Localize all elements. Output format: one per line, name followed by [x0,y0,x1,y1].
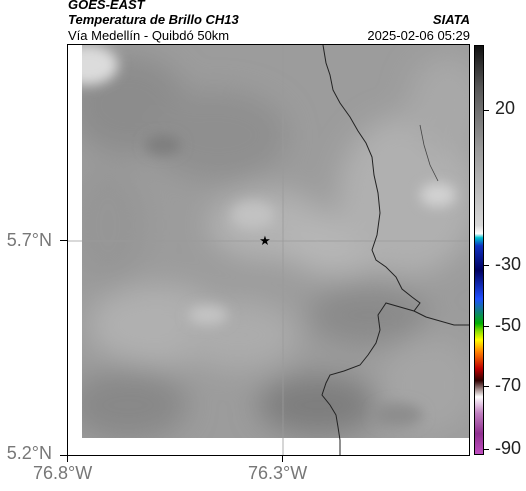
cbar-tick-20 [484,110,489,111]
y-tick-5.2 [60,455,67,456]
cbar-label-m70: -70 [495,375,522,395]
cbar-tick-m30 [484,265,489,266]
y-label-5.2N: 5.2°N [6,443,52,463]
cbar-label-m30: -30 [495,254,522,274]
x-tick-76.3 [282,456,283,462]
colorbar [474,45,484,455]
x-label-76.3W: 76.3°W [248,463,308,483]
department-border [321,45,421,455]
map-svg: ★ [68,45,469,455]
agency-label: SIATA [432,12,470,27]
product-title: Temperatura de Brillo CH13 [68,12,239,27]
x-tick-76.8 [67,456,68,462]
cbar-label-20: 20 [495,98,516,118]
border-east [413,310,469,326]
satellite-title: GOES-EAST [68,0,145,12]
cbar-tick-m70 [484,386,489,387]
cbar-label-m90: -90 [495,438,522,458]
cbar-label-m50: -50 [495,315,522,335]
location-star-marker[interactable]: ★ [259,234,271,249]
cbar-tick-m50 [484,326,489,327]
cloud-texture [82,45,469,438]
y-tick-5.7 [60,240,67,241]
y-label-5.7N: 5.7°N [6,230,52,250]
x-label-76.8W: 76.8°W [33,463,93,483]
cbar-tick-m90 [484,449,489,450]
timestamp-label: 2025-02-06 05:29 [367,28,470,43]
route-subtitle: Vía Medellín - Quibdó 50km [68,28,230,43]
border-northeast [419,124,439,182]
satellite-map[interactable]: ★ [67,44,470,456]
